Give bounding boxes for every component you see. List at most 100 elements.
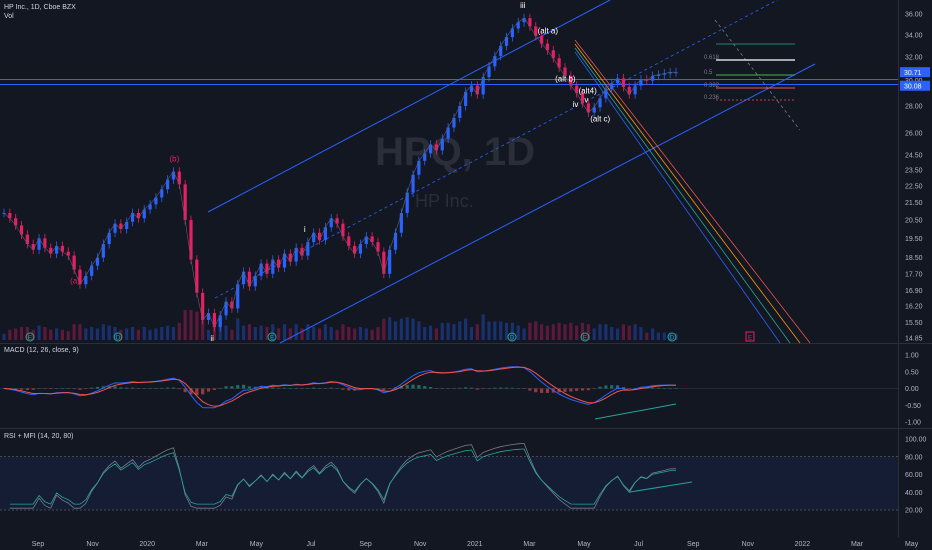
price-tick-label: 24.50 [905,152,923,159]
volume-bar [423,327,427,340]
macd-hist-bar [306,388,310,389]
volume-bar [405,317,409,340]
volume-bar [627,325,631,340]
volume-layer [2,310,678,340]
event-marker[interactable] [25,332,35,342]
macd-hist-bar [540,388,544,393]
macd-hist-bar [411,384,415,389]
volume-bar [592,328,596,340]
volume-bar [201,317,205,340]
candle-body [534,26,538,36]
candle-body [347,236,351,246]
event-marker[interactable] [507,332,517,342]
candle-body [218,315,222,328]
macd-hist-bar [171,387,176,389]
volume-bar [504,322,509,340]
candle-body [358,243,363,254]
rsi-panel-bg [0,429,898,537]
macd-hist-bar [201,388,205,395]
volume-bar [247,324,252,340]
time-tick-label: Jul [634,541,643,548]
volume-bar [645,332,649,340]
event-marker[interactable] [580,332,590,342]
fan-line-3 [574,47,791,344]
macd-hist-bar [142,388,146,389]
wave-label: (alt4) [579,86,598,95]
macd-hist-bar [382,388,386,391]
event-marker[interactable] [667,332,677,342]
volume-bar [586,324,590,340]
macd-tick-label: -0.50 [905,403,921,410]
volume-bar [95,328,100,340]
candle-body [469,85,474,92]
channel-lower-line[interactable] [279,63,816,344]
volume-bar [294,324,298,340]
volume-bar [323,324,327,340]
earnings-marker[interactable] [745,331,755,342]
macd-hist-bar [206,388,211,392]
candle-body [271,259,275,274]
time-tick-label: 2020 [139,541,155,548]
candle-body [288,253,292,262]
channel-upper-line[interactable] [207,0,611,213]
event-marker[interactable] [113,332,123,342]
volume-bar [335,329,339,340]
wave-label: v [584,96,588,105]
macd-hist-bar [516,388,520,389]
volume-bar [458,321,462,340]
wave-label: ii [210,334,214,343]
price-tick-label: 36.00 [905,12,923,19]
mfi-line [9,448,677,505]
volume-bar [575,325,579,340]
volume-bar [288,328,292,340]
earnings-marker-label: E [748,336,752,342]
axis-tick-layer: 36.0034.0032.0030.0028.0026.0024.5023.50… [32,12,930,548]
price-series-line [3,17,677,328]
volume-bar [265,327,269,340]
price-tick-label: 28.00 [905,103,923,110]
event-marker-label: D [116,336,121,342]
macd-hist-bar [43,388,47,389]
macd-label: MACD (12, 26, close, 9) [4,347,79,354]
candle-body [668,72,672,74]
time-tick-label: Mar [196,541,209,548]
volume-bar [195,311,199,340]
volume-bar [610,327,614,340]
macd-hist-bar [347,388,351,391]
candle-body [510,28,514,38]
volume-bar [499,321,503,340]
macd-hist-bar [569,388,573,392]
candle-body [14,218,18,226]
candle-body [148,204,152,210]
candle-body [312,232,316,243]
candle-body [113,223,117,233]
fib-label: 0.5 [704,70,713,76]
channel-mid-line[interactable] [214,0,815,299]
candle-body [388,249,392,274]
wave-label: (alt b) [555,75,576,84]
candle-body [393,232,398,250]
candle-body [306,242,310,256]
candle-body [563,67,567,76]
candle-body [580,93,585,104]
volume-bar [528,322,532,340]
macd-hist-bar [610,385,614,389]
wave-label: (alt c) [590,114,610,123]
macd-hist-bar [60,388,65,389]
time-tick-label: Sep [687,541,700,548]
macd-hist-bar [487,388,491,389]
volume-bar [166,325,170,340]
event-marker-label: D [670,336,675,342]
volume-bar [510,322,514,340]
volume-bar [487,321,491,340]
event-marker[interactable] [267,332,277,342]
candle-body [101,243,105,258]
macd-hist-bar [218,387,222,389]
volume-bar [312,327,316,340]
candle-body [645,79,649,81]
macd-hist-bar [247,386,252,389]
volume-bar [107,325,111,340]
volume-bar [382,318,386,340]
time-tick-label: Nov [742,541,755,548]
